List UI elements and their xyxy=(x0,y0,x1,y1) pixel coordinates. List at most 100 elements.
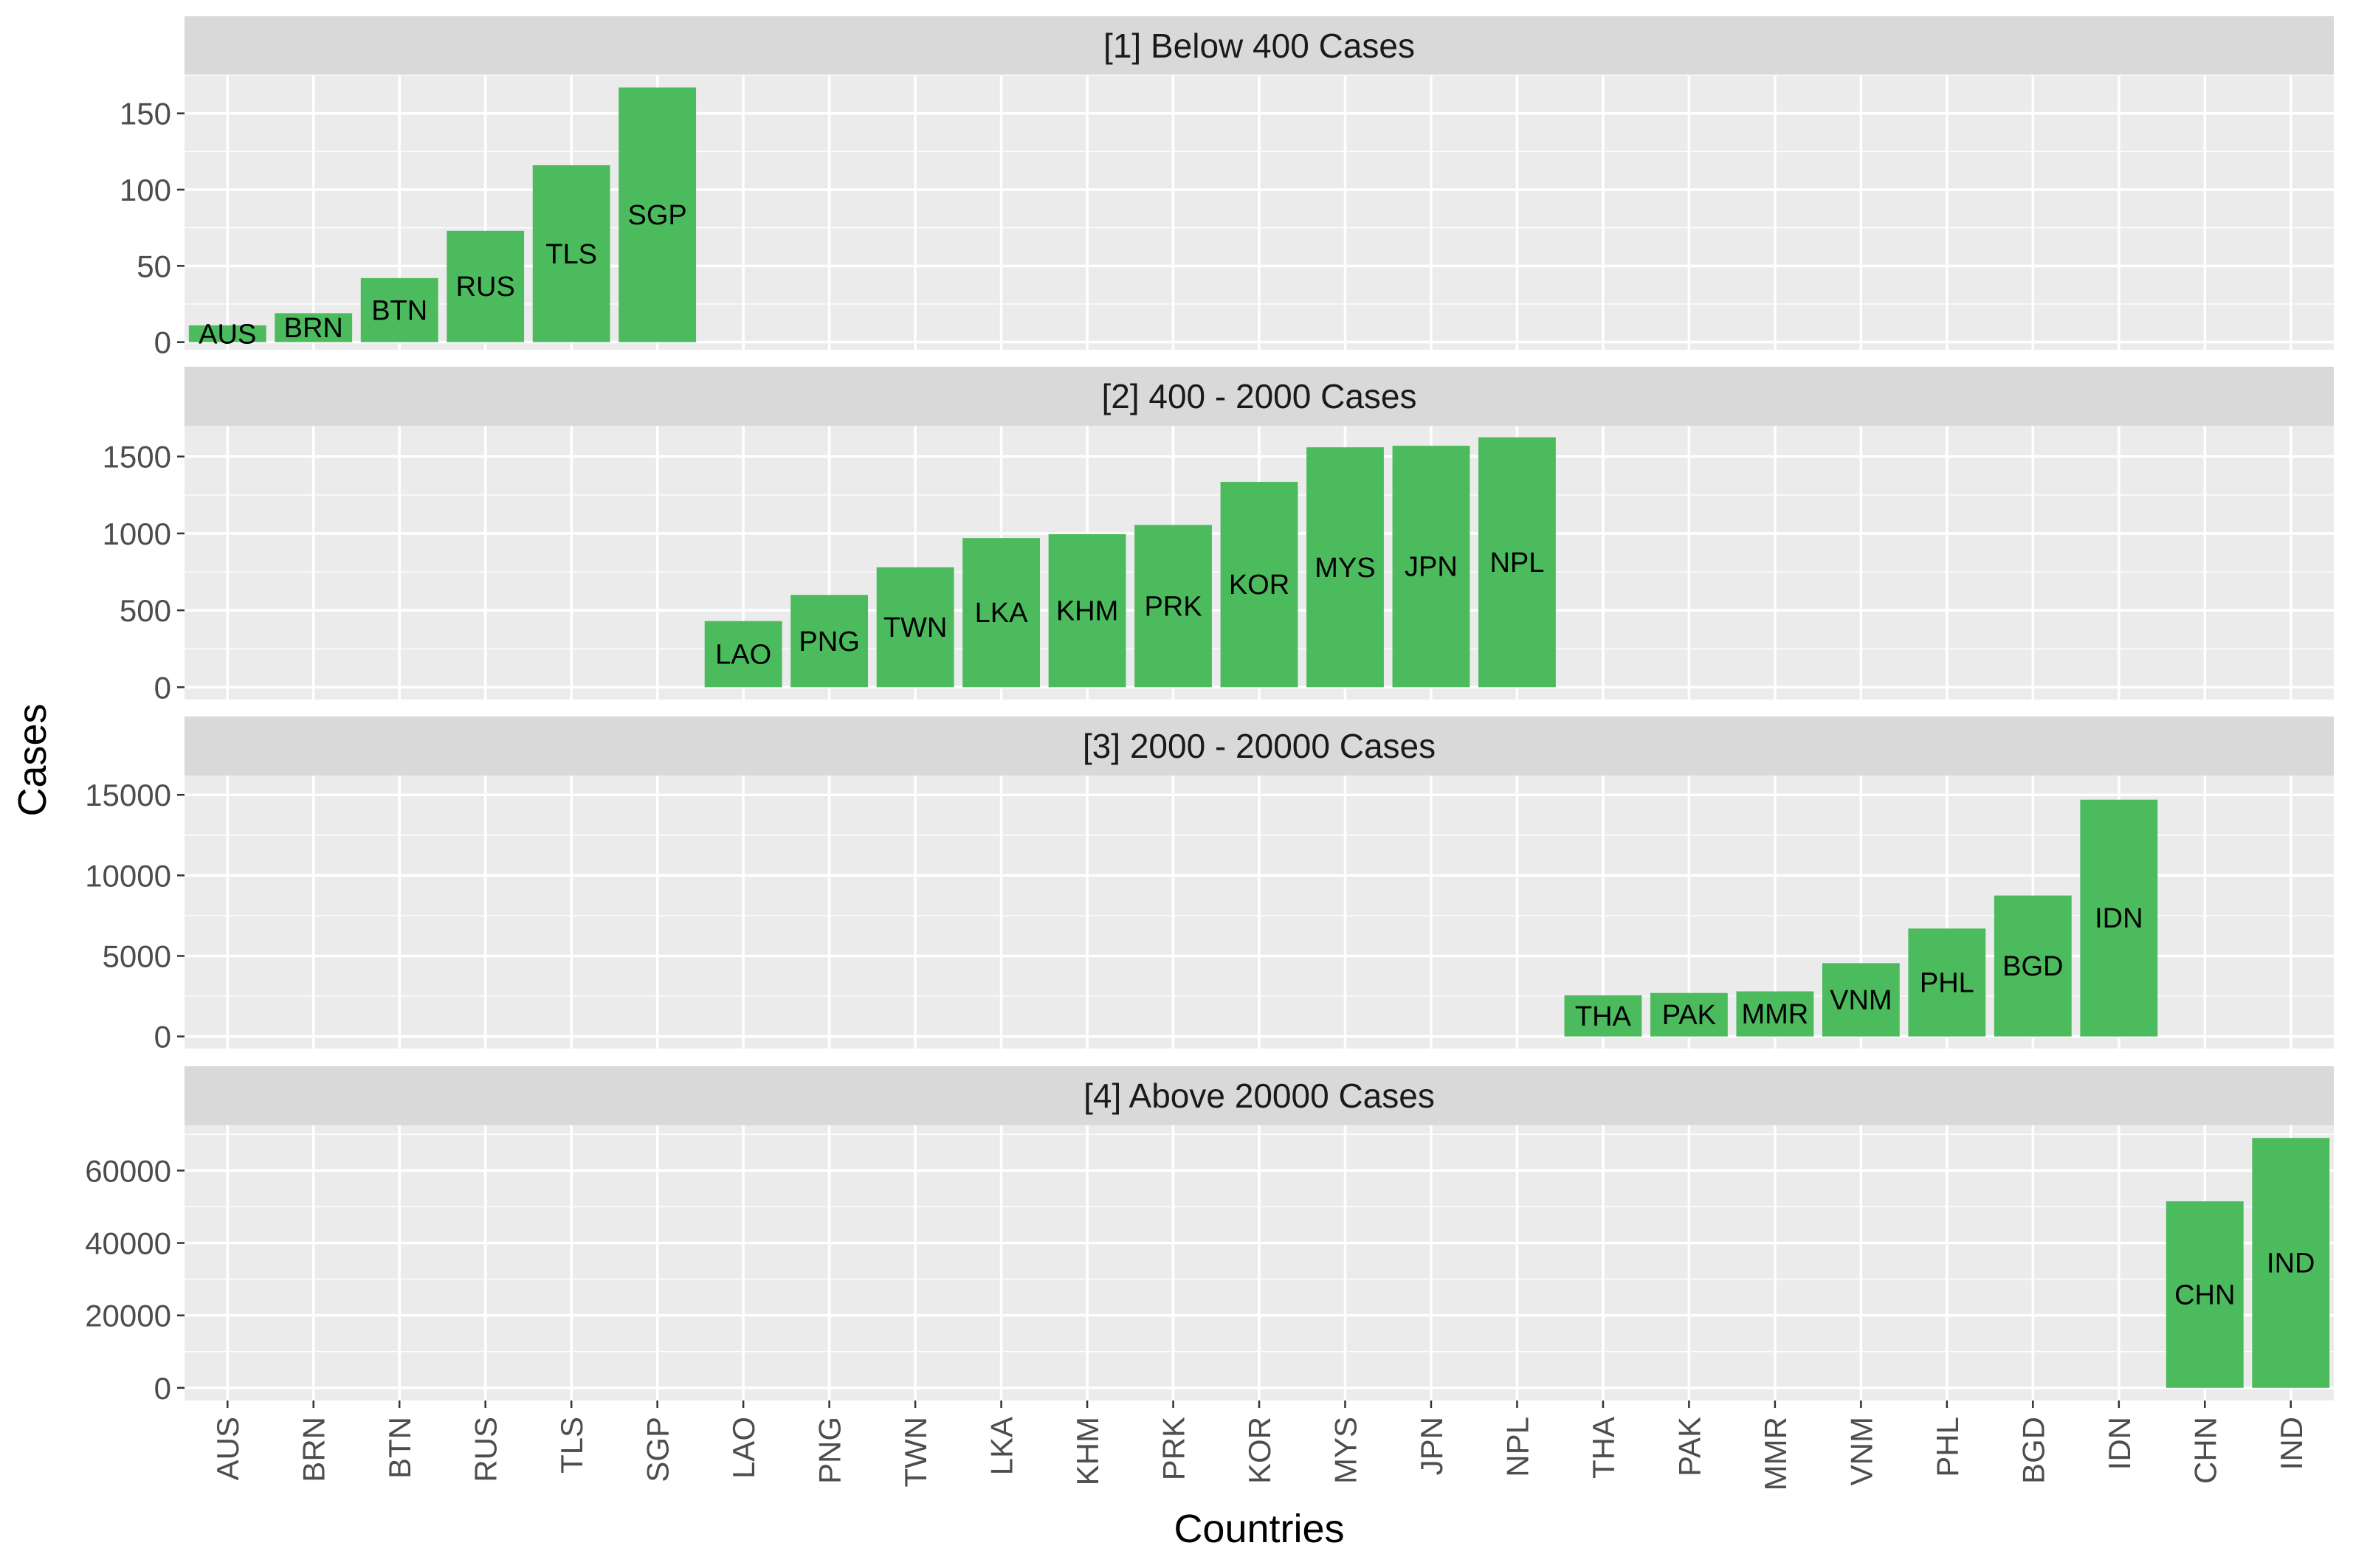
x-tick-label: PHL xyxy=(1930,1417,1965,1477)
bar xyxy=(1220,482,1298,688)
facet-strip xyxy=(185,716,2334,776)
y-tick-label: 1000 xyxy=(103,517,171,551)
x-tick-label: IND xyxy=(2274,1417,2309,1470)
bar xyxy=(532,165,610,342)
bar-label: TWN xyxy=(883,612,948,643)
bar-label: SGP xyxy=(628,200,687,231)
bar xyxy=(619,87,697,342)
bar-label: RUS xyxy=(456,272,515,303)
x-tick-label: PRK xyxy=(1157,1417,1191,1480)
y-tick-label: 100 xyxy=(120,173,171,207)
bar xyxy=(2080,799,2158,1037)
facet-strip xyxy=(185,1066,2334,1125)
bar xyxy=(1306,447,1384,688)
x-tick-label: TWN xyxy=(898,1417,933,1488)
x-tick-label: KOR xyxy=(1242,1417,1277,1484)
bar xyxy=(275,313,353,342)
x-tick-label: PAK xyxy=(1672,1417,1706,1477)
bar-label: LAO xyxy=(715,640,771,671)
bar xyxy=(2252,1138,2330,1388)
x-tick-label: TLS xyxy=(554,1417,589,1474)
bar xyxy=(1822,963,1900,1037)
bar-label: NPL xyxy=(1489,548,1544,578)
bar xyxy=(447,230,525,342)
x-tick-label: LAO xyxy=(726,1417,761,1479)
x-tick-label: BTN xyxy=(382,1417,417,1479)
y-tick-label: 15000 xyxy=(85,778,171,812)
bar xyxy=(1564,995,1642,1037)
bar xyxy=(1134,525,1212,688)
x-axis-title: Countries xyxy=(1174,1507,1344,1551)
bar xyxy=(876,567,954,688)
x-tick-label: JPN xyxy=(1414,1417,1449,1475)
bar-label: PRK xyxy=(1144,591,1202,622)
y-tick-label: 5000 xyxy=(103,939,171,973)
facet-strip xyxy=(185,16,2334,75)
bar-label: CHN xyxy=(2174,1279,2235,1310)
y-tick-label: 10000 xyxy=(85,858,171,893)
bar-label: KHM xyxy=(1056,596,1118,627)
bar-label: LKA xyxy=(975,598,1028,629)
x-tick-label: NPL xyxy=(1500,1417,1534,1477)
y-tick-label: 20000 xyxy=(85,1299,171,1333)
bar xyxy=(2166,1201,2244,1388)
bar-label: PNG xyxy=(799,626,859,657)
x-tick-label: VNM xyxy=(1844,1417,1878,1485)
x-tick-label: AUS xyxy=(210,1417,245,1480)
facet-strip-title: [1] Below 400 Cases xyxy=(1103,27,1415,65)
bar-label: MYS xyxy=(1315,553,1375,584)
y-tick-label: 1500 xyxy=(103,440,171,474)
x-tick-label: PNG xyxy=(813,1417,847,1484)
facet-strip-title: [2] 400 - 2000 Cases xyxy=(1101,377,1416,415)
x-tick-label: CHN xyxy=(2188,1417,2222,1484)
x-tick-label: BRN xyxy=(297,1417,331,1482)
x-tick-label: MYS xyxy=(1328,1417,1362,1484)
bar-label: PAK xyxy=(1662,1000,1716,1031)
bar-label: BGD xyxy=(2002,951,2063,982)
y-axis-title: Cases xyxy=(10,703,55,816)
bar-label: IND xyxy=(2267,1248,2315,1279)
bar-label: THA xyxy=(1575,1001,1632,1032)
x-tick-label: IDN xyxy=(2102,1417,2137,1470)
bar-label: BRN xyxy=(284,313,343,344)
y-tick-label: 40000 xyxy=(85,1226,171,1261)
bar xyxy=(1650,992,1728,1037)
x-tick-label: RUS xyxy=(469,1417,503,1482)
bar xyxy=(360,277,438,342)
y-tick-label: 500 xyxy=(120,593,171,628)
x-tick-label: KHM xyxy=(1070,1417,1105,1485)
y-tick-label: 0 xyxy=(154,670,171,705)
bar xyxy=(1048,533,1126,688)
bar xyxy=(1478,437,1556,688)
bar-label: MMR xyxy=(1741,999,1808,1030)
x-tick-label: SGP xyxy=(641,1417,675,1482)
bar xyxy=(790,595,869,688)
y-tick-label: 150 xyxy=(120,97,171,131)
bar-label: IDN xyxy=(2095,903,2143,934)
bar xyxy=(962,538,1040,688)
y-tick-label: 60000 xyxy=(85,1153,171,1188)
bar-label: PHL xyxy=(1920,968,1974,999)
bar xyxy=(1994,895,2072,1037)
facet-strip-title: [3] 2000 - 20000 Cases xyxy=(1083,727,1436,765)
bar-label: JPN xyxy=(1405,552,1458,583)
facet-strip-title: [4] Above 20000 Cases xyxy=(1084,1077,1435,1115)
y-tick-label: 0 xyxy=(154,325,171,360)
bar xyxy=(1908,928,1986,1037)
bar xyxy=(188,325,266,342)
bar xyxy=(1392,446,1470,688)
bar-label: BTN xyxy=(371,295,427,326)
x-tick-label: BGD xyxy=(2016,1417,2050,1484)
x-tick-label: LKA xyxy=(985,1417,1019,1475)
facet-strip xyxy=(185,367,2334,426)
bar xyxy=(704,621,782,688)
y-tick-label: 50 xyxy=(137,249,171,283)
bar-label: TLS xyxy=(545,239,597,270)
y-tick-label: 0 xyxy=(154,1371,171,1406)
bar-label: AUS xyxy=(199,319,256,350)
bar-label: KOR xyxy=(1229,570,1289,601)
y-tick-label: 0 xyxy=(154,1020,171,1054)
bar-label: VNM xyxy=(1830,985,1892,1016)
x-tick-label: THA xyxy=(1586,1417,1621,1479)
